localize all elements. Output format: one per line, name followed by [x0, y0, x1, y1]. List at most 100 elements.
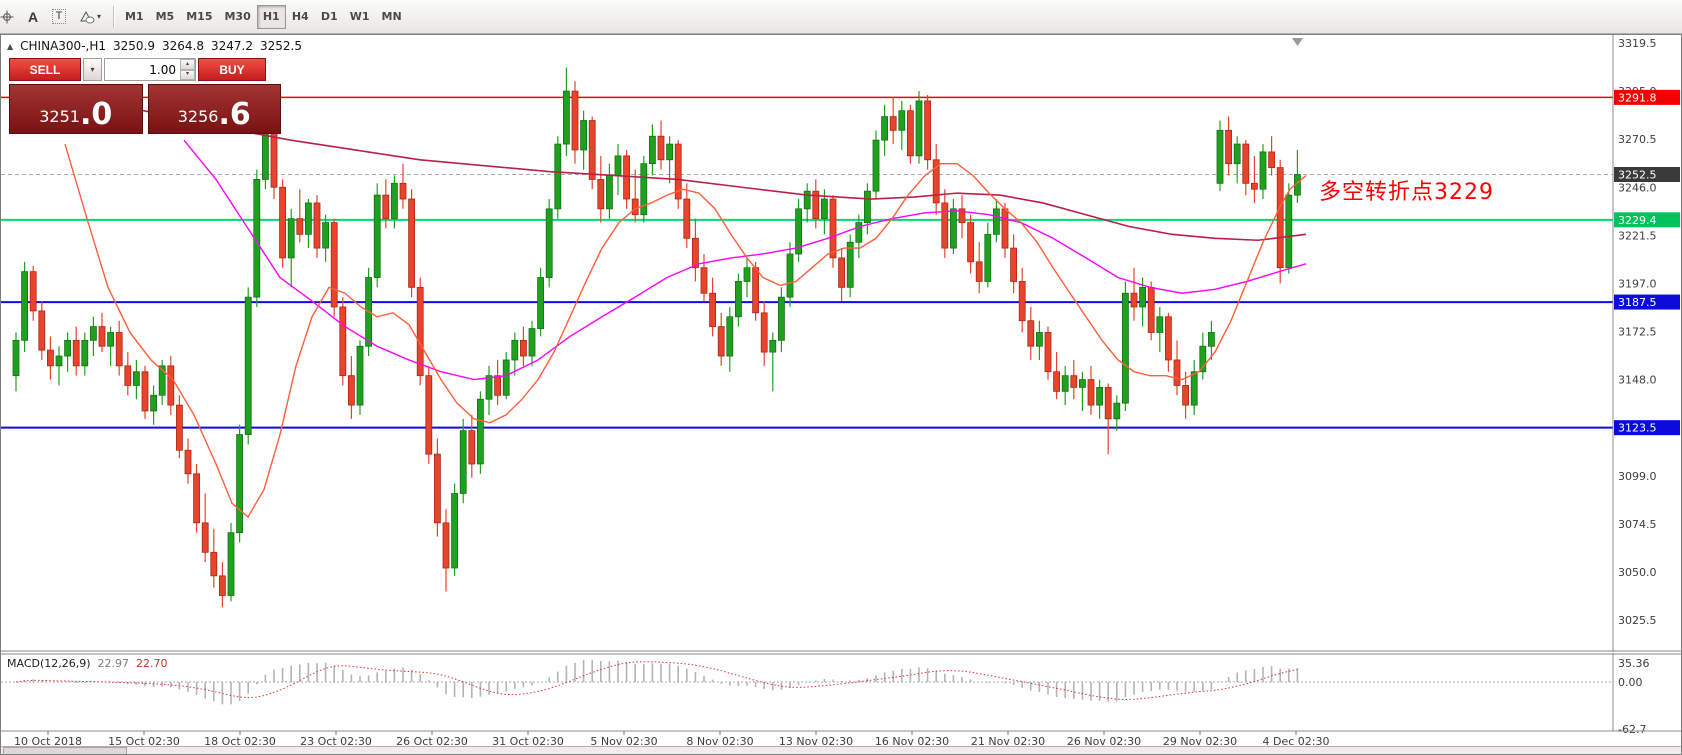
timeframe-d1[interactable]: D1: [315, 5, 344, 29]
buy-price-frac: .6: [218, 97, 251, 132]
time-axis-label: 4 Dec 02:30: [1263, 735, 1330, 748]
timeframe-mn[interactable]: MN: [376, 5, 408, 29]
macd-axis-label: -62.7: [1618, 723, 1646, 736]
sell-price-box[interactable]: 3251.0: [9, 84, 143, 134]
timeframe-h1[interactable]: H1: [256, 4, 286, 29]
chart-plot-area[interactable]: 3319.53295.03270.53246.03221.53197.03172…: [1, 35, 1681, 754]
price-tick-label: 3025.5: [1618, 614, 1657, 627]
time-axis-label: 26 Oct 02:30: [396, 735, 468, 748]
volume-field: ▴ ▾: [104, 58, 196, 81]
price-tick-label: 3050.0: [1618, 566, 1657, 579]
price-tick-label: 3172.5: [1618, 326, 1657, 339]
shapes-icon: [80, 10, 95, 23]
crosshair-icon: [0, 10, 14, 23]
price-tag-label: 3187.5: [1618, 296, 1657, 309]
price-tags: 3291.8 3252.5 3229.4 3187.5 3123.5: [1614, 89, 1680, 436]
macd-signal-value: 22.70: [136, 657, 168, 670]
price-tag: [1614, 166, 1680, 182]
volume-spinner: ▴ ▾: [180, 59, 195, 80]
time-axis-label: 29 Nov 02:30: [1163, 735, 1237, 748]
one-click-trading-panel: SELL ▾ ▴ ▾ BUY 3251.0 3256.6: [9, 58, 281, 134]
time-axis-label: 21 Nov 02:30: [971, 735, 1045, 748]
price-tick-label: 3270.5: [1618, 133, 1657, 146]
sell-price-frac: .0: [79, 97, 113, 132]
bottom-tab-strip[interactable]: [1, 746, 1681, 754]
drawing-tools-group: A T ▾: [0, 4, 108, 30]
crosshair-tool-button[interactable]: [0, 4, 20, 30]
price-tick-label: 3148.0: [1618, 374, 1657, 387]
fast-ma-line: [64, 143, 1307, 519]
volume-dropdown-button[interactable]: ▾: [83, 58, 102, 81]
chart-title: ▲ CHINA300-,H1 3250.9 3264.8 3247.2 3252…: [7, 39, 302, 53]
price-tick-label: 3074.5: [1618, 518, 1657, 531]
one-click-controls-row: SELL ▾ ▴ ▾ BUY: [9, 58, 281, 81]
chart-high-value: 3264.8: [162, 39, 204, 53]
time-axis-label: 5 Nov 02:30: [590, 735, 657, 748]
price-tag: [1614, 89, 1680, 105]
price-tag: [1614, 420, 1680, 436]
caret-down-icon: ▾: [90, 65, 95, 74]
slow-ma-line: [97, 100, 1307, 242]
chart-open-value: 3250.9: [113, 39, 155, 53]
price-axis-ticks: 3319.53295.03270.53246.03221.53197.03172…: [1618, 37, 1657, 627]
timeframe-h4[interactable]: H4: [286, 5, 315, 29]
price-tick-label: 3099.0: [1618, 470, 1657, 483]
macd-signal-line: [15, 661, 1298, 701]
time-axis[interactable]: 10 Oct 2018 15 Oct 02:30 18 Oct 02:30 23 Oc…: [14, 731, 1330, 748]
buy-price-box[interactable]: 3256.6: [147, 84, 281, 134]
time-axis-label: 10 Oct 2018: [14, 735, 82, 748]
timeframe-m5[interactable]: M5: [150, 5, 181, 29]
toolbar-separator: [113, 5, 114, 28]
time-axis-label: 31 Oct 02:30: [492, 735, 564, 748]
macd-axis-label: 35.36: [1618, 657, 1650, 670]
bottom-tab[interactable]: [3, 747, 127, 754]
one-click-collapse-icon[interactable]: ▲: [7, 41, 14, 51]
time-axis-label: 23 Oct 02:30: [300, 735, 372, 748]
macd-axis-label: 0.00: [1618, 676, 1643, 689]
time-axis-label: 8 Nov 02:30: [686, 735, 753, 748]
timeframe-w1[interactable]: W1: [344, 5, 376, 29]
time-axis-label: 18 Oct 02:30: [204, 735, 276, 748]
candlestick-series: [12, 67, 1301, 608]
text-box-tool-button[interactable]: T: [46, 4, 72, 30]
buy-button[interactable]: BUY: [198, 58, 266, 81]
macd-histogram: [23, 660, 1299, 705]
price-tag-label: 3252.5: [1618, 168, 1657, 181]
volume-increase-button[interactable]: ▴: [180, 59, 195, 70]
text-label-tool-button[interactable]: A: [20, 4, 46, 30]
one-click-prices-row: 3251.0 3256.6: [9, 84, 281, 134]
price-tag-label: 3291.8: [1618, 91, 1657, 104]
caret-down-icon: ▾: [96, 12, 101, 21]
chart-low-value: 3247.2: [211, 39, 253, 53]
time-axis-label: 16 Nov 02:30: [875, 735, 949, 748]
time-axis-label: 13 Nov 02:30: [779, 735, 853, 748]
text-box-icon: T: [51, 9, 67, 24]
shapes-tool-button[interactable]: ▾: [72, 4, 108, 30]
timeframe-m1[interactable]: M1: [119, 5, 150, 29]
buy-price-main: 3256: [177, 107, 219, 126]
chart-close-value: 3252.5: [260, 39, 302, 53]
chart-shift-marker-icon[interactable]: [1292, 38, 1303, 46]
price-tick-label: 3319.5: [1618, 37, 1657, 50]
timeframe-group: M1 M5 M15 M30 H1 H4 D1 W1 MN: [119, 4, 408, 29]
time-axis-label: 15 Oct 02:30: [108, 735, 180, 748]
volume-decrease-button[interactable]: ▾: [180, 69, 195, 80]
price-tick-label: 3221.5: [1618, 229, 1657, 242]
annotation-text: 多空转折点3229: [1319, 180, 1494, 205]
macd-indicator-label: MACD(12,26,9) 22.97 22.70: [7, 657, 168, 670]
chart-symbol-period: CHINA300-,H1: [20, 39, 106, 53]
sell-button[interactable]: SELL: [9, 58, 81, 81]
chart-window: 3319.53295.03270.53246.03221.53197.03172…: [0, 34, 1682, 755]
text-label-icon: A: [27, 8, 39, 25]
timeframe-m30[interactable]: M30: [218, 5, 256, 29]
sell-price-main: 3251: [39, 107, 80, 126]
magenta-ma-line: [183, 139, 1307, 381]
top-toolbar: A T ▾ M1 M5 M15 M30 H1 H4 D1 W1 MN: [0, 0, 1682, 34]
price-tag: [1614, 212, 1680, 228]
volume-input[interactable]: [104, 58, 196, 81]
macd-main-value: 22.97: [97, 657, 130, 670]
horizontal-level-lines: [1, 96, 1613, 429]
time-axis-label: 26 Nov 02:30: [1067, 735, 1141, 748]
timeframe-m15[interactable]: M15: [180, 5, 218, 29]
price-tag-label: 3229.4: [1618, 214, 1657, 227]
